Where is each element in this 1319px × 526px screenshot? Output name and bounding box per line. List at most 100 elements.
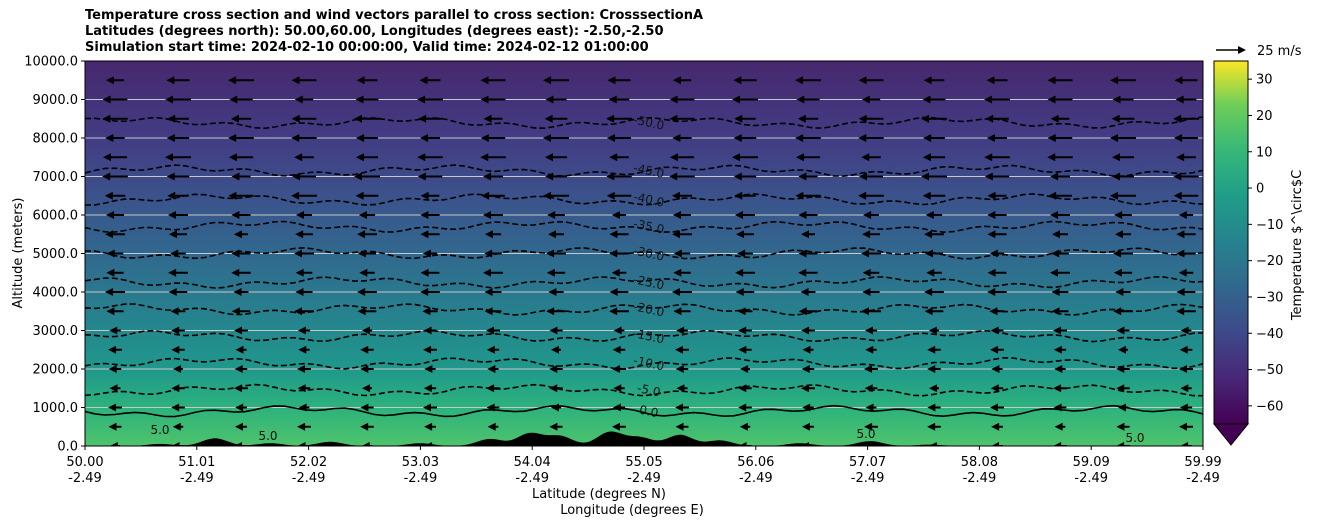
wind-vector-head [234,384,243,393]
wind-vector-head [864,365,873,373]
contour-lines [85,116,1203,418]
wind-vector-head [104,191,113,200]
wind-vector-head [1116,384,1125,393]
wind-vector-head [924,249,933,258]
wind-vector-head [1114,230,1123,239]
wind-vector-head [991,365,1000,373]
x-tick-latitude: 52.02 [290,455,327,470]
colorbar-tick-label: −10 [1256,218,1283,233]
wind-vector-head [544,114,553,123]
wind-vector-head [858,76,867,85]
wind-vector-head [231,172,240,181]
wind-vector-head [291,191,300,200]
x-tick-longitude: -2.49 [1186,471,1220,486]
x-tick-latitude: 57.07 [849,455,886,470]
wind-vector-head [672,230,681,239]
wind-vector-head [170,249,179,258]
wind-vector-head [234,326,243,335]
wind-vector-head [676,326,685,335]
title-line-1: Temperature cross section and wind vecto… [85,8,704,23]
wind-vector-head [165,153,174,162]
y-axis: 0.0 1000.0 2000.0 3000.0 4000.0 5000.0 6000.0 7… [24,55,85,455]
wind-vector-head [800,230,809,239]
wind-vector-head [733,134,742,142]
wind-vector-head [102,114,111,123]
wind-vector-head [1179,345,1188,354]
wind-vector-head [1051,230,1060,239]
wind-vector-head [169,230,178,239]
wind-vector-head [795,153,804,162]
wind-vector-head [987,288,996,296]
wind-vector-head [1054,422,1063,431]
wind-vector-head [985,114,994,123]
wind-vector-head [354,114,363,123]
wind-vector-head [545,95,554,104]
x-tick-longitude: -2.49 [739,471,773,486]
contour-line [85,276,1203,289]
wind-vector-head [735,288,744,296]
wind-vector-head [733,76,742,85]
wind-vector-head [424,422,433,431]
wind-vector-head [613,384,622,393]
wind-vector-head [228,134,237,142]
wind-vector-head [548,230,557,239]
colorbar-tick-label: 30 [1256,73,1273,88]
wind-vector-head [228,153,237,162]
x-tick-longitude: -2.49 [404,471,438,486]
y-tick-label: 6000.0 [33,209,79,224]
contour-line [85,404,1203,418]
surface-contour-label: 5.0 [856,427,875,441]
wind-vector-head [1051,307,1060,316]
wind-vector-head [423,326,432,335]
colorbar-label: Temperature $^\circ$C [1290,170,1305,321]
wind-vector-head [233,288,242,296]
wind-vector-head [355,153,364,162]
wind-vector-head [858,191,867,200]
wind-vector-head [1053,326,1062,335]
wind-vector-head [798,307,807,316]
wind-vector-head [1173,191,1182,200]
y-tick-label: 9000.0 [33,93,79,108]
wind-vector-head [609,230,618,239]
wind-vector-head [865,403,874,412]
x-tick-latitude: 59.99 [1184,455,1221,470]
wind-vector-head [989,249,998,258]
contour-labels: 0.0 -5.0 -10.0 -15.0 -20.0 -25.0 -30.0 -35.0 -40… [150,113,1144,445]
wind-vector-head [1116,365,1125,373]
wind-vector-head [669,95,678,104]
contour-label: -25.0 [632,272,665,292]
colorbar-ticks: 30 20 10 0 −10 −20 −30 −40 −50 −60 [1248,73,1283,414]
wind-vector-head [923,134,932,142]
wind-vector-head [171,384,180,393]
wind-vector-head [357,230,366,239]
x-tick-latitude: 59.09 [1073,455,1110,470]
wind-vector-head [609,288,618,296]
wind-vector-head [738,384,747,393]
wind-vector-head [106,211,115,219]
wind-vector-head [796,95,805,104]
wind-vector-head [102,95,111,104]
wind-vector-head [1054,365,1063,373]
wind-vector-head [607,134,616,142]
wind-vector-head [798,268,807,277]
wind-vector-head [483,268,492,277]
wind-vector-head [486,403,495,412]
wind-vector-head [549,384,558,393]
wind-vector-head [108,403,117,412]
x-axis: 50.00-2.4951.01-2.4952.02-2.4953.03-2.49… [66,446,1222,486]
wind-vector-head [739,422,748,431]
wind-vector-head [1176,153,1185,162]
wind-vector-head [358,211,367,219]
wind-vector-head [923,76,932,85]
x-tick-latitude: 50.00 [66,455,103,470]
wind-vector-head [733,172,742,181]
wind-vector-head [423,384,432,393]
wind-vector-head [108,365,117,373]
wind-vector-head [166,76,175,85]
wind-vector-head [737,249,746,258]
wind-vector-head [357,288,366,296]
wind-vector-head [858,134,867,142]
wind-vector-head [230,114,239,123]
wind-vectors [102,76,1199,446]
colorbar-tick-label: 0 [1256,182,1264,197]
